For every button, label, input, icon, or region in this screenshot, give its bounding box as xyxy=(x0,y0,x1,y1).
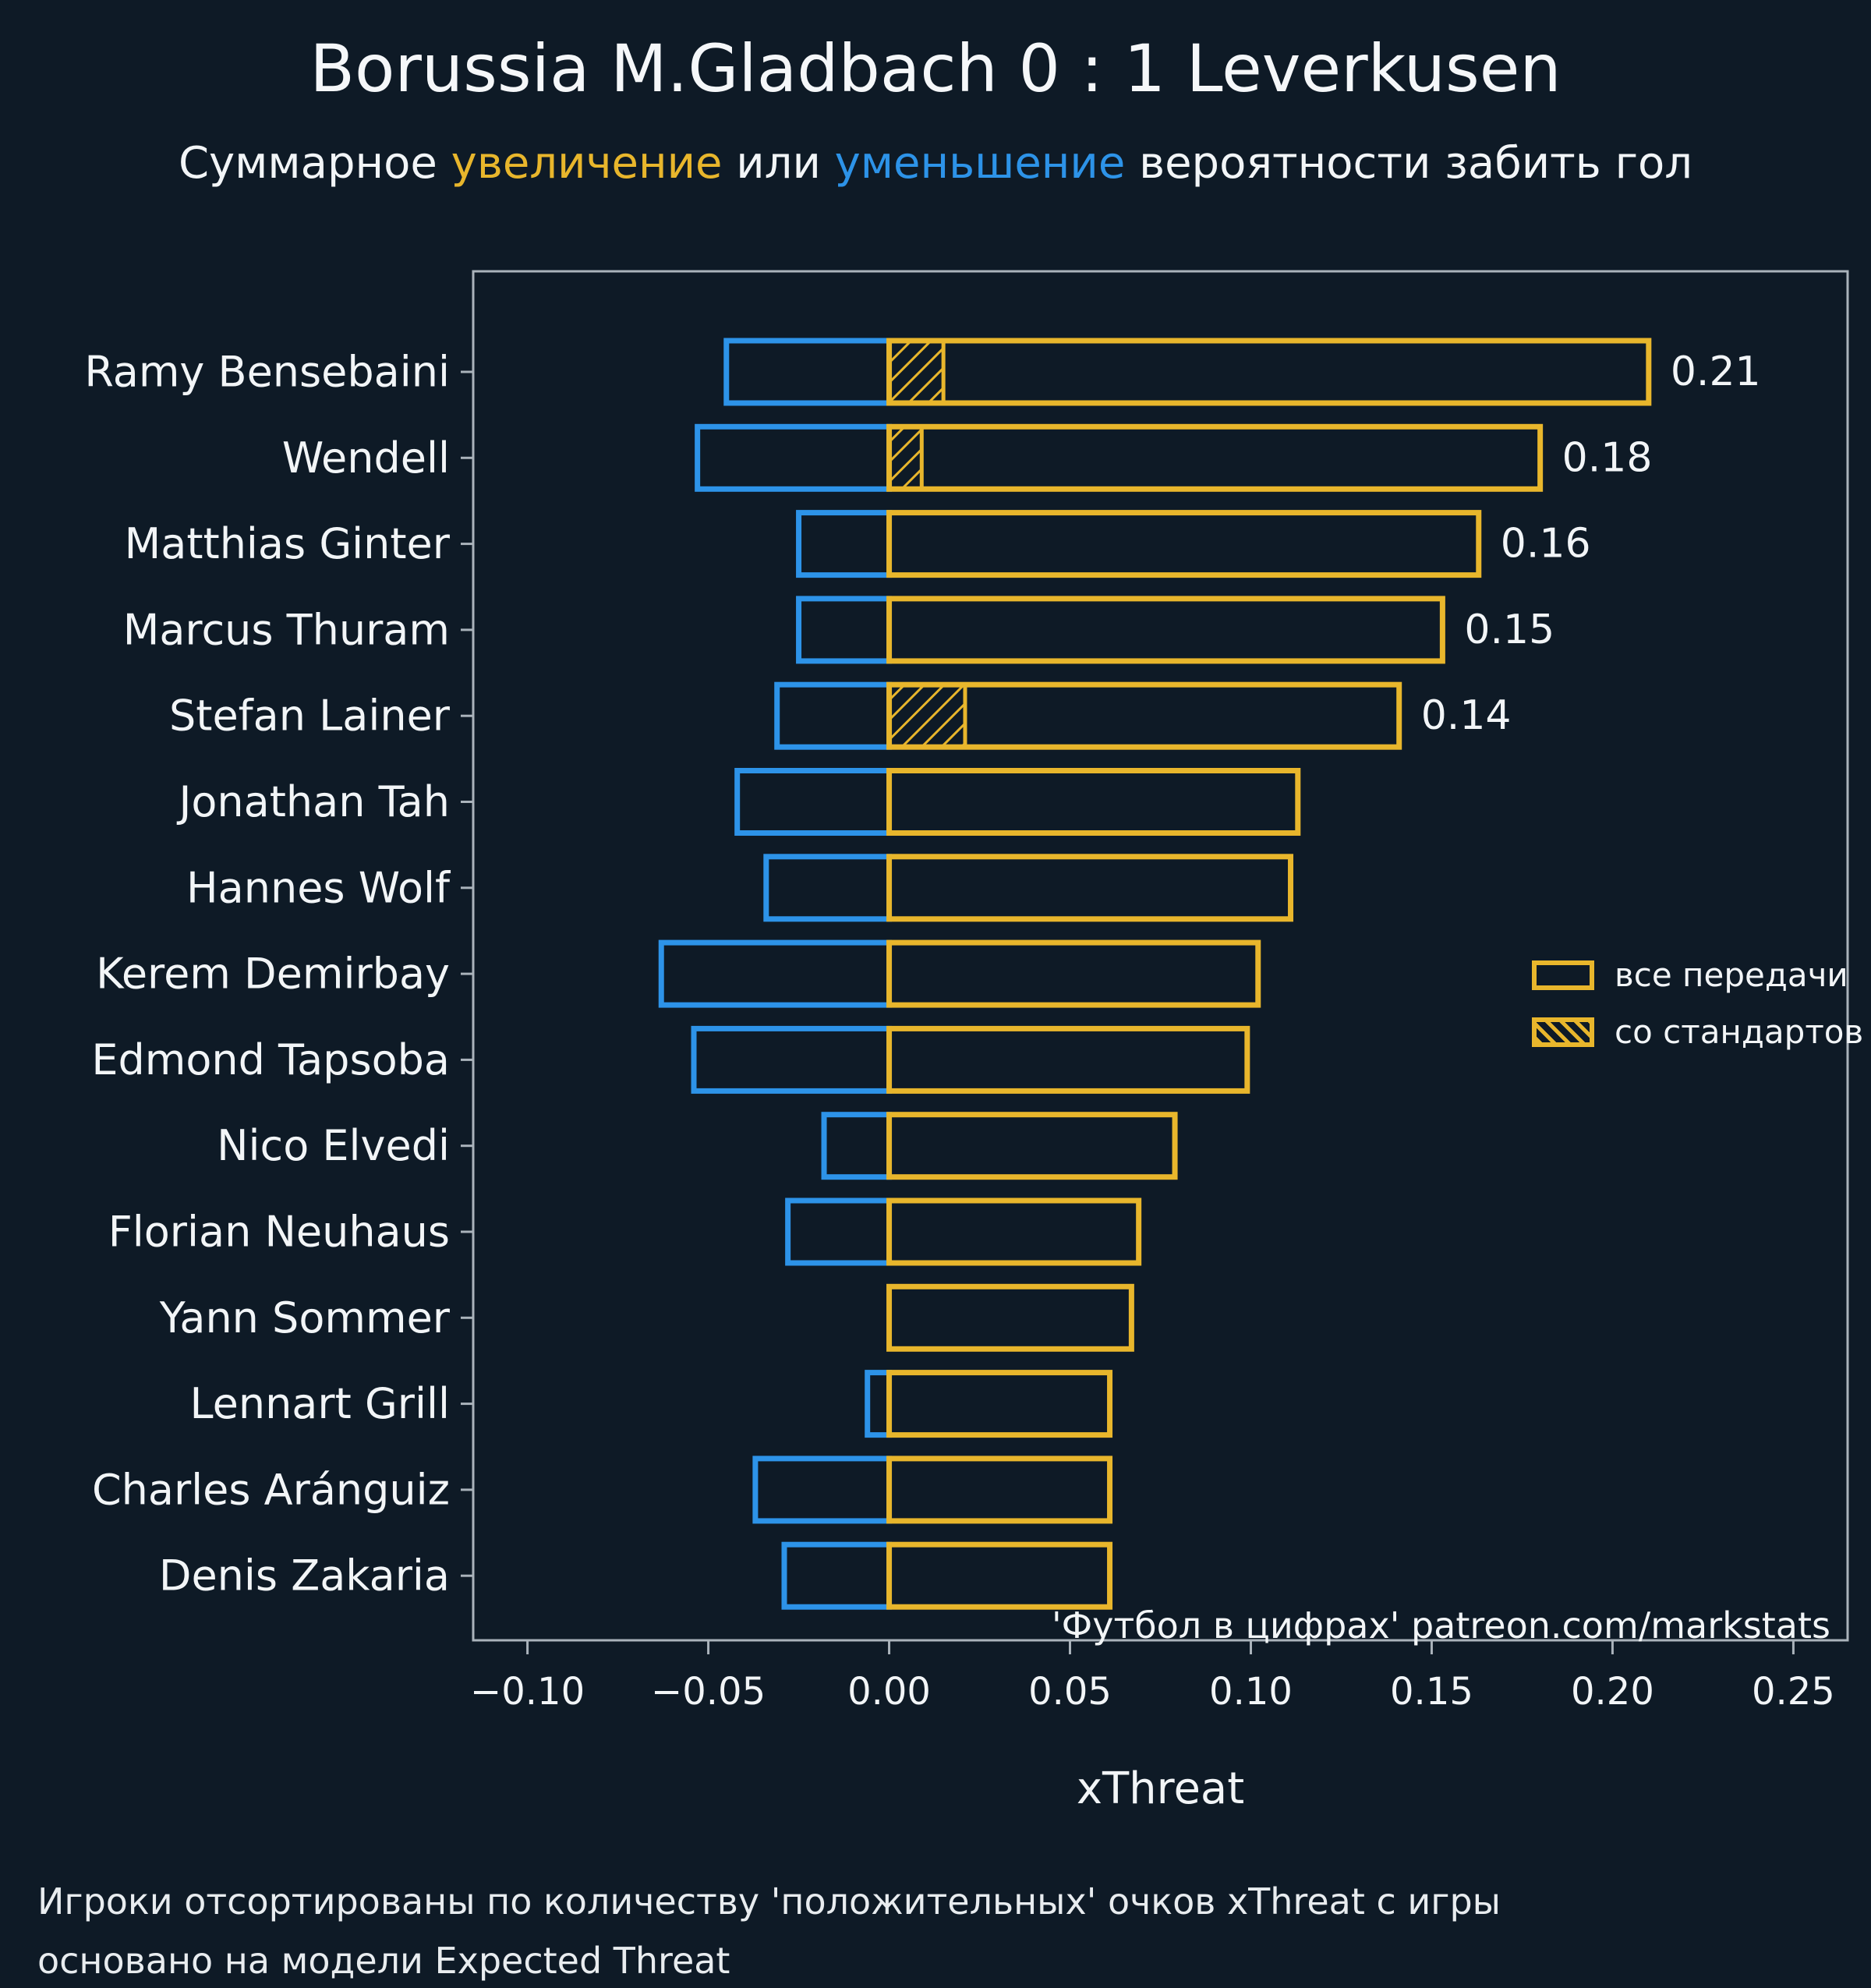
x-axis: −0.10 −0.05 0.00 0.05 0.10 0.15 0.20 0.25 xyxy=(470,1640,1835,1714)
subtitle-text-1: Суммарное xyxy=(178,138,451,189)
player-label: Ramy Bensebaini xyxy=(84,348,450,397)
chart-subtitle: Суммарное увеличение или уменьшение веро… xyxy=(0,138,1871,189)
legend-label-all-passes: все передачи xyxy=(1615,956,1848,994)
legend-swatch-standards xyxy=(1532,1017,1594,1047)
player-label: Wendell xyxy=(282,433,450,483)
subtitle-increase-word: увеличение xyxy=(451,138,723,189)
subtitle-text-3: вероятности забить гол xyxy=(1125,138,1693,189)
positive-bar xyxy=(886,510,1482,578)
chart-title: Borussia M.Gladbach 0 : 1 Leverkusen xyxy=(309,30,1562,107)
positive-bar xyxy=(886,596,1445,664)
positive-bar xyxy=(886,1197,1142,1266)
x-tick-label: −0.10 xyxy=(470,1670,585,1714)
positive-bar xyxy=(886,1370,1113,1438)
legend: все передачи со стандартов xyxy=(1532,956,1863,1051)
x-tick-label: 0.00 xyxy=(847,1670,931,1714)
player-label: Lennart Grill xyxy=(190,1379,451,1428)
player-label: Denis Zakaria xyxy=(159,1551,450,1601)
negative-bar xyxy=(821,1112,893,1180)
bar-value-label: 0.18 xyxy=(1562,434,1653,481)
x-tick-label: 0.05 xyxy=(1028,1670,1112,1714)
subtitle-decrease-word: уменьшение xyxy=(834,138,1126,189)
bar-value-label: 0.15 xyxy=(1464,607,1554,653)
legend-label-standards: со стандартов xyxy=(1615,1013,1864,1051)
negative-bar xyxy=(691,1025,893,1094)
player-label: Yann Sommer xyxy=(159,1293,451,1342)
negative-bar xyxy=(763,854,893,922)
positive-bar xyxy=(886,338,1652,406)
bar-value-label: 0.14 xyxy=(1421,692,1512,739)
positive-bar xyxy=(886,1283,1134,1352)
player-label: Kerem Demirbay xyxy=(96,950,450,999)
player-label: Jonathan Tah xyxy=(176,777,450,826)
x-tick-label: −0.05 xyxy=(651,1670,766,1714)
legend-item-standards: со стандартов xyxy=(1532,1013,1863,1051)
x-tick-label: 0.15 xyxy=(1390,1670,1473,1714)
player-label: Stefan Lainer xyxy=(169,692,451,741)
negative-bar xyxy=(752,1456,893,1524)
positive-bar xyxy=(886,1025,1250,1094)
positive-bar xyxy=(886,1456,1113,1524)
positive-bar xyxy=(886,768,1301,836)
positive-bar xyxy=(886,1112,1178,1180)
plot-frame xyxy=(472,270,1849,1642)
footer-note-2: основано на модели Expected Threat xyxy=(37,1940,730,1982)
negative-bar xyxy=(723,338,893,406)
player-label: Florian Neuhaus xyxy=(108,1208,450,1257)
standard-situations-bar xyxy=(887,338,946,405)
negative-bar xyxy=(774,681,893,750)
negative-bar xyxy=(785,1197,893,1266)
player-label: Edmond Tapsoba xyxy=(91,1035,450,1084)
x-tick-label: 0.20 xyxy=(1571,1670,1654,1714)
positive-bar xyxy=(886,423,1544,492)
subtitle-text-2: или xyxy=(722,138,835,189)
plot-border xyxy=(472,270,1849,1642)
negative-bar xyxy=(695,423,893,492)
standard-situations-bar xyxy=(887,424,924,491)
x-tick-label: 0.25 xyxy=(1752,1670,1835,1714)
bars-group: 0.21 0.18 0.16 0.15 0.14 xyxy=(658,338,1761,1610)
negative-bar xyxy=(781,1541,893,1610)
footer-note-1: Игроки отсортированы по количеству 'поло… xyxy=(37,1880,1501,1923)
legend-swatch-all-passes xyxy=(1532,960,1594,990)
legend-item-all-passes: все передачи xyxy=(1532,956,1863,994)
y-axis: Ramy Bensebaini Wendell Matthias Ginter Mar… xyxy=(84,348,473,1601)
standard-situations-bar xyxy=(887,682,967,749)
negative-bar xyxy=(658,939,893,1008)
positive-bar xyxy=(886,939,1261,1008)
negative-bar xyxy=(865,1370,893,1438)
positive-bar xyxy=(886,1541,1113,1610)
negative-bar xyxy=(796,596,893,664)
x-tick-label: 0.10 xyxy=(1209,1670,1293,1714)
player-label: Matthias Ginter xyxy=(125,519,451,568)
negative-bar xyxy=(796,510,893,578)
negative-bar xyxy=(734,768,893,836)
x-axis-label: xThreat xyxy=(1076,1763,1245,1814)
player-label: Charles Aránguiz xyxy=(92,1465,450,1514)
source-annotation: 'Футбол в цифрах' patreon.com/markstats xyxy=(1052,1604,1830,1647)
player-label: Hannes Wolf xyxy=(186,863,451,912)
positive-bar xyxy=(886,854,1294,922)
bar-value-label: 0.21 xyxy=(1671,348,1761,395)
player-label: Nico Elvedi xyxy=(217,1121,450,1170)
bar-value-label: 0.16 xyxy=(1501,521,1591,568)
player-label: Marcus Thuram xyxy=(123,605,450,654)
